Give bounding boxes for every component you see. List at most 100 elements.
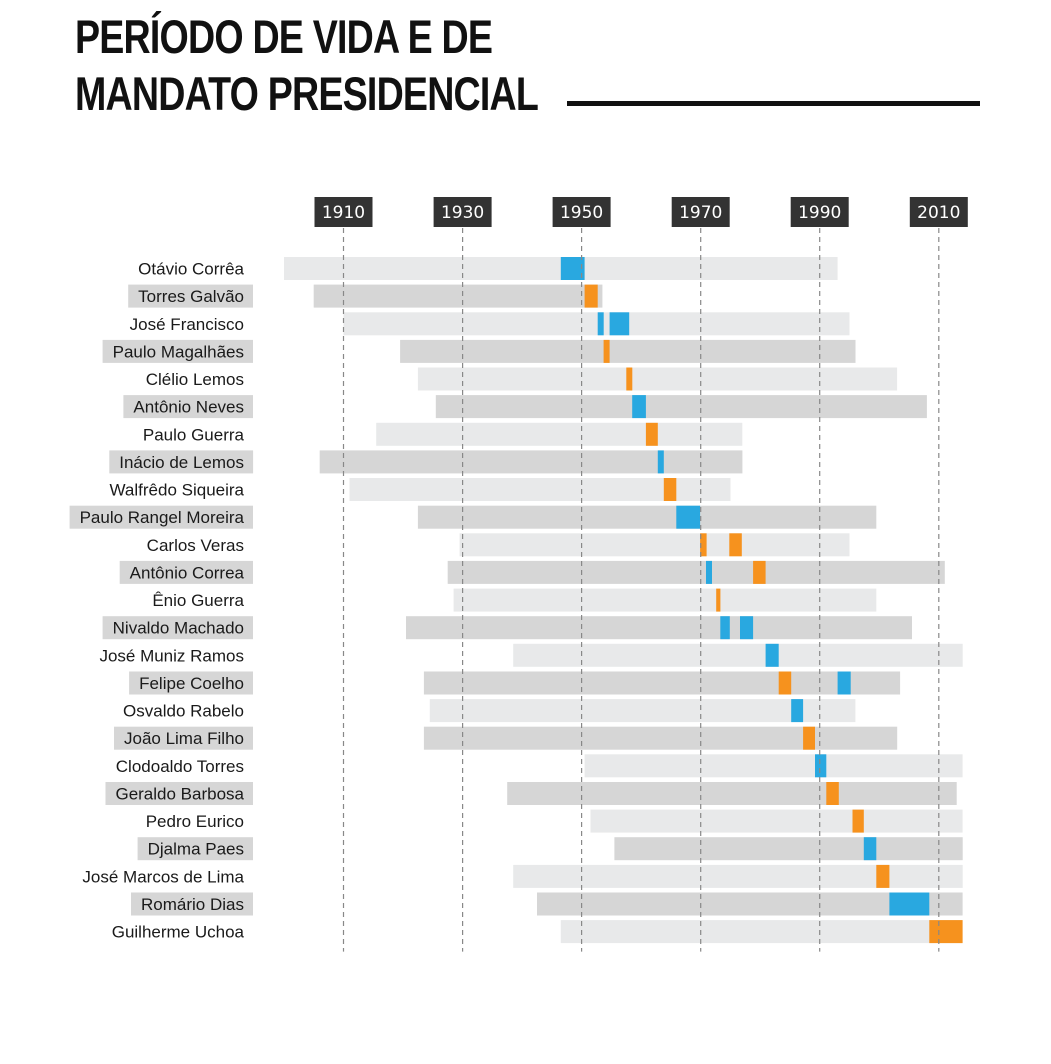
term-bar-blue <box>740 616 754 640</box>
row-label-highlight <box>123 395 254 419</box>
row-label: Carlos Veras <box>147 536 244 555</box>
term-bar-orange <box>929 920 963 944</box>
row-label-highlight <box>119 560 253 584</box>
term-bar-orange <box>584 284 598 308</box>
row-label: Antônio Neves <box>133 398 244 417</box>
row-label-highlight <box>131 892 253 916</box>
life-bar <box>614 837 963 861</box>
row-label: Paulo Rangel Moreira <box>80 508 245 527</box>
row-label: Osvaldo Rabelo <box>123 702 244 721</box>
life-bar <box>417 367 898 391</box>
term-bar-orange <box>603 339 610 363</box>
tick-box <box>671 197 730 227</box>
life-bar <box>560 920 963 944</box>
tick-label: 1930 <box>441 203 484 223</box>
life-bar <box>513 864 963 888</box>
row-label: Inácio de Lemos <box>119 453 244 472</box>
term-bar-blue <box>560 257 585 280</box>
row-label: Felipe Coelho <box>139 674 244 693</box>
row-label-highlight <box>129 671 253 695</box>
term-bar-orange <box>753 560 766 584</box>
row-label: Pedro Eurico <box>146 812 244 831</box>
row-label-highlight <box>69 505 253 529</box>
term-bar-blue <box>765 643 779 667</box>
term-bar-orange <box>852 809 864 833</box>
row-label: José Muniz Ramos <box>99 646 244 665</box>
tick-label: 1950 <box>560 203 603 223</box>
tick-box <box>433 197 492 227</box>
title-rule <box>567 101 980 106</box>
life-bar <box>343 312 850 336</box>
term-bar-blue <box>837 671 851 695</box>
term-bar-blue <box>815 754 827 778</box>
row-label: Paulo Magalhães <box>113 342 244 361</box>
row-label: Guilherme Uchoa <box>112 923 245 942</box>
row-label: João Lima Filho <box>124 729 244 748</box>
term-bar-orange <box>778 671 792 695</box>
tick-box <box>909 197 968 227</box>
row-label: Clodoaldo Torres <box>116 757 244 776</box>
life-bar <box>423 726 898 750</box>
row-label-highlight <box>102 616 253 640</box>
row-label: Geraldo Barbosa <box>115 785 244 804</box>
term-bar-blue <box>863 837 877 861</box>
row-label: Walfrêdo Siqueira <box>110 481 245 500</box>
tick-label: 1910 <box>322 203 365 223</box>
life-bar <box>507 782 957 805</box>
life-bar <box>447 560 945 584</box>
row-label: Otávio Corrêa <box>138 260 244 279</box>
life-bar <box>313 284 603 308</box>
row-label-highlight <box>109 450 254 474</box>
tick-label: 1970 <box>679 203 722 223</box>
term-bar-blue <box>597 312 604 336</box>
term-bar-orange <box>826 782 839 805</box>
chart-title: PERÍODO DE VIDA E DE MANDATO PRESIDENCIA… <box>75 8 654 122</box>
life-bar <box>376 422 743 446</box>
term-bar-orange <box>716 588 721 612</box>
row-label: José Marcos de Lima <box>82 867 244 886</box>
term-bar-blue <box>632 395 646 419</box>
term-bar-orange <box>700 533 707 557</box>
row-label: Romário Dias <box>141 895 244 914</box>
term-bar-orange <box>876 864 890 888</box>
life-bar <box>400 339 856 363</box>
row-label-highlight <box>128 284 253 308</box>
term-bar-orange <box>729 533 742 557</box>
life-bar <box>537 892 963 916</box>
label-layer: Otávio Corrêa Torres Galvão José Francisco… <box>69 260 254 942</box>
row-label: Ênio Guerra <box>152 591 244 610</box>
term-bar-blue <box>791 699 804 723</box>
life-bar <box>406 616 912 640</box>
title-line-2: MANDATO PRESIDENCIAL <box>75 67 539 120</box>
row-label: Nivaldo Machado <box>113 619 244 638</box>
term-bar-blue <box>657 450 664 474</box>
row-label: Torres Galvão <box>138 287 244 306</box>
term-bar-blue <box>706 560 712 584</box>
life-bar <box>319 450 743 474</box>
life-bar <box>429 699 856 723</box>
life-bar <box>417 505 877 529</box>
tick-label: 1990 <box>798 203 841 223</box>
grid-layer <box>342 228 940 952</box>
row-label-highlight <box>105 782 253 805</box>
tick-box <box>314 197 373 227</box>
row-label: Paulo Guerra <box>143 425 245 444</box>
tick-layer: 1910 1930 1950 1970 1990 2010 <box>314 197 968 227</box>
row-label: Antônio Correa <box>130 563 245 582</box>
row-label-highlight <box>102 339 253 363</box>
tick-box <box>790 197 849 227</box>
life-bar <box>459 533 850 557</box>
term-bar-blue <box>720 616 730 640</box>
row-label: José Francisco <box>130 315 244 334</box>
bars-layer <box>284 257 963 944</box>
term-bar-orange <box>626 367 633 391</box>
term-bar-blue <box>609 312 630 336</box>
life-bar <box>423 671 901 695</box>
row-label-highlight <box>137 837 253 861</box>
title-line-1: PERÍODO DE VIDA E DE <box>75 10 493 63</box>
life-bar <box>435 395 927 419</box>
term-bar-blue <box>889 892 930 916</box>
term-bar-blue <box>676 505 701 529</box>
life-bar <box>453 588 877 612</box>
